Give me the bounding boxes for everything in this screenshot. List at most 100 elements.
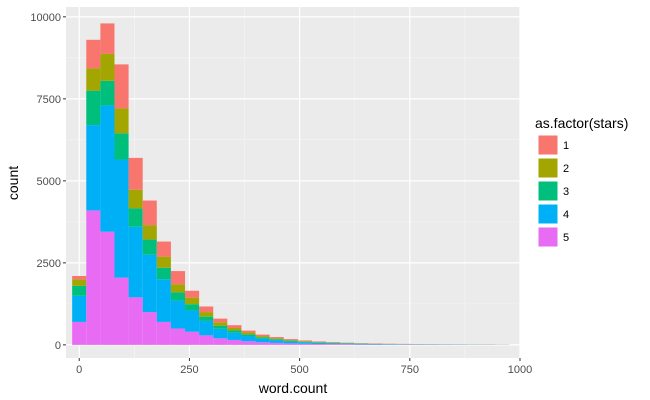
bar-segment-stars-4	[326, 343, 341, 345]
bar-segment-stars-4	[128, 226, 143, 298]
bar-segment-stars-3	[170, 292, 186, 301]
bar-segment-stars-4	[72, 295, 87, 322]
bar-segment-stars-5	[326, 344, 341, 345]
bar-segment-stars-2	[170, 284, 186, 293]
bar-segment-stars-2	[114, 108, 129, 134]
x-tick-label: 500	[290, 364, 308, 376]
bar-segment-stars-1	[199, 306, 214, 313]
bar-segment-stars-1	[311, 341, 327, 342]
bar-segment-stars-1	[227, 325, 242, 328]
bar-segment-stars-1	[185, 290, 200, 298]
bar-segment-stars-2	[100, 53, 115, 81]
bar-segment-stars-5	[114, 277, 129, 345]
bar-segment-stars-1	[128, 157, 143, 190]
bar-segment-stars-3	[297, 341, 312, 343]
bar-segment-stars-4	[185, 310, 200, 332]
bar-segment-stars-2	[199, 312, 214, 317]
bar-segment-stars-1	[297, 340, 312, 342]
bar-segment-stars-2	[72, 279, 87, 286]
legend-key-3	[537, 180, 559, 202]
x-axis-ticks: 0 250 500 750 1000	[76, 358, 532, 376]
legend-label-2: 2	[563, 163, 569, 175]
bar-segment-stars-3	[114, 133, 129, 160]
bar-segment-stars-1	[114, 64, 129, 109]
bar-segment-stars-3	[269, 339, 284, 341]
bar-segment-stars-4	[255, 338, 270, 343]
legend-label-5: 5	[563, 232, 569, 244]
bar-segment-stars-5	[255, 342, 270, 345]
bar-segment-stars-4	[269, 340, 284, 343]
legend-key-1	[537, 134, 559, 156]
bar-segment-stars-3	[185, 304, 200, 311]
minor-gridlines	[66, 7, 520, 358]
legend-label-3: 3	[563, 186, 569, 198]
bar-segment-stars-4	[241, 336, 256, 342]
bar-segment-stars-5	[72, 321, 87, 345]
legend-key-2	[537, 157, 559, 179]
bar-segment-stars-5	[199, 335, 214, 345]
legend-title: as.factor(stars)	[535, 115, 628, 131]
bar-segment-stars-2	[269, 338, 284, 340]
y-tick-label: 10000	[30, 12, 61, 24]
bar-segment-stars-4	[227, 332, 242, 340]
bar-segment-stars-5	[227, 339, 242, 345]
bar-segment-stars-2	[227, 327, 242, 331]
x-tick-label: 750	[401, 364, 419, 376]
bar-segment-stars-2	[283, 339, 298, 341]
bar-segment-stars-1	[255, 334, 270, 337]
bar-segment-stars-4	[86, 125, 101, 211]
x-axis-title: word.count	[258, 380, 328, 396]
bar-segment-stars-1	[170, 271, 186, 285]
legend-label-4: 4	[563, 209, 569, 221]
bar-segment-stars-5	[170, 328, 186, 345]
bar-segment-stars-3	[72, 285, 87, 296]
bar-segment-stars-4	[354, 343, 369, 345]
bar-segment-stars-5	[340, 344, 355, 345]
bar-segment-stars-4	[100, 105, 115, 232]
bar-segment-stars-4	[283, 341, 298, 344]
bar-segment-stars-4	[199, 320, 214, 336]
y-tick-label: 7500	[37, 94, 61, 106]
bar-segment-stars-5	[156, 321, 171, 345]
bar-segment-stars-4	[311, 342, 327, 344]
bar-segment-stars-2	[213, 322, 228, 326]
bar-segment-stars-4	[170, 300, 186, 329]
bar-segment-stars-2	[86, 68, 101, 91]
bar-segment-stars-2	[297, 341, 312, 342]
y-tick-label: 2500	[37, 258, 61, 270]
bar-segment-stars-3	[100, 80, 115, 106]
bar-segment-stars-5	[213, 338, 228, 345]
bar-segment-stars-5	[128, 297, 143, 345]
bar-segment-stars-2	[128, 189, 143, 209]
bar-segment-stars-2	[185, 297, 200, 305]
bar-segment-stars-3	[199, 316, 214, 321]
bar-segment-stars-3	[241, 334, 256, 337]
bar-segment-stars-1	[269, 337, 284, 339]
bar-segment-stars-1	[72, 275, 87, 280]
bar-segment-stars-4	[142, 254, 157, 313]
bar-segment-stars-4	[213, 328, 228, 339]
bar-segment-stars-5	[142, 312, 157, 345]
bar-segment-stars-5	[297, 343, 312, 345]
bar-segment-stars-5	[100, 231, 115, 345]
bar-segment-stars-3	[142, 239, 157, 255]
legend: as.factor(stars) 1 2 3 4 5	[535, 115, 628, 248]
legend-items: 1 2 3 4 5	[537, 134, 569, 248]
bar-segment-stars-1	[100, 23, 115, 54]
bar-segment-stars-3	[156, 267, 171, 280]
bar-segment-stars-1	[142, 200, 157, 226]
bar-segment-stars-3	[213, 325, 228, 329]
bar-segment-stars-2	[241, 332, 256, 335]
bar-segment-stars-4	[156, 279, 171, 322]
y-axis-ticks: 0 2500 5000 7500 10000	[30, 12, 66, 352]
x-tick-label: 1000	[508, 364, 532, 376]
bar-segment-stars-4	[340, 343, 355, 345]
bar-segment-stars-4	[114, 159, 129, 278]
bar-segment-stars-3	[283, 340, 298, 342]
bar-segment-stars-5	[185, 331, 200, 345]
stacked-bars	[72, 23, 510, 345]
bar-segment-stars-3	[86, 90, 101, 126]
bar-segment-stars-5	[283, 343, 298, 345]
x-tick-label: 0	[76, 364, 82, 376]
